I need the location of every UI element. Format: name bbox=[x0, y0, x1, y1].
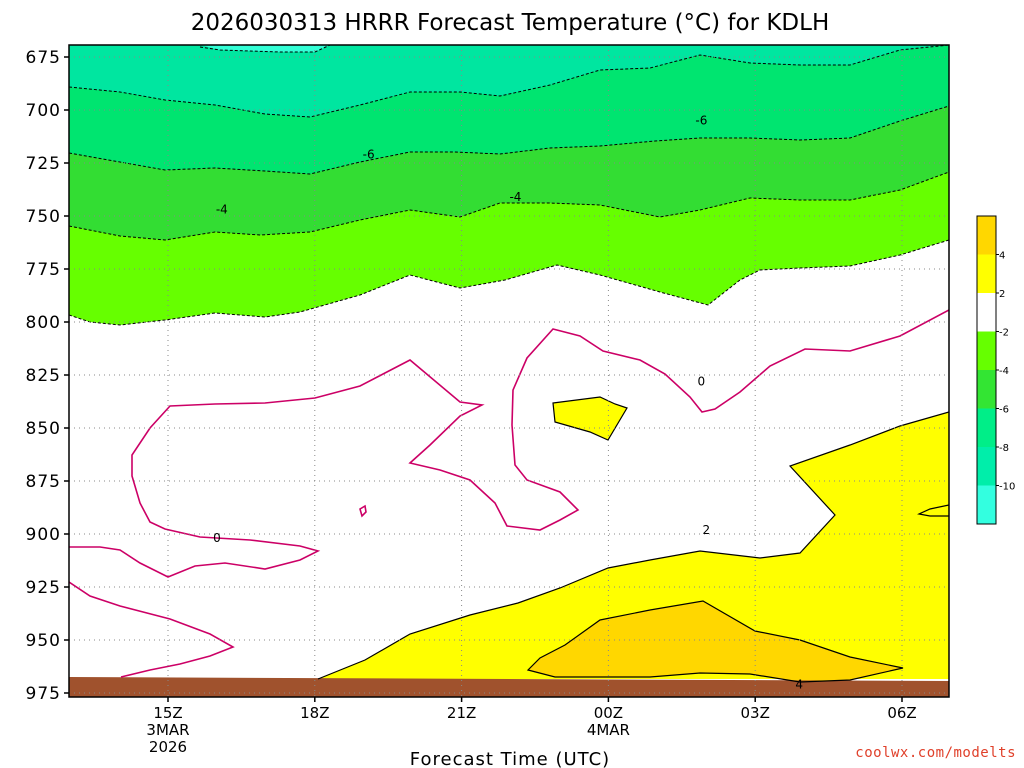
fill-plus4-region bbox=[528, 601, 903, 682]
fill-minus8-region bbox=[69, 45, 949, 117]
contour-label: -4 bbox=[509, 190, 521, 204]
x-tick-label: 03Z bbox=[741, 704, 770, 722]
colorbar-label: -8 bbox=[999, 443, 1009, 454]
y-tick-label: 800 bbox=[26, 313, 61, 333]
contour-label: 0 bbox=[213, 531, 221, 545]
y-tick-label: 875 bbox=[26, 472, 61, 492]
contour-label: -6 bbox=[695, 114, 707, 128]
contour-label: 2 bbox=[702, 523, 710, 537]
y-tick-label: 775 bbox=[26, 260, 61, 280]
x-tick-label: 3MAR bbox=[146, 721, 189, 739]
contour-label: -4 bbox=[216, 203, 228, 217]
chart-title: 2026030313 HRRR Forecast Temperature (°C… bbox=[191, 10, 830, 36]
dashed-contours bbox=[69, 45, 949, 326]
plot-frame bbox=[68, 44, 950, 698]
contour-label: 4 bbox=[795, 678, 803, 692]
colorbar-label: -6 bbox=[999, 405, 1009, 416]
colorbar-label: -4 bbox=[999, 366, 1009, 377]
colorbar-segment bbox=[977, 331, 996, 370]
y-tick-label: 700 bbox=[26, 101, 61, 121]
colorbar-segment bbox=[977, 485, 996, 524]
y-tick-label: 725 bbox=[26, 154, 61, 174]
contour-plus2-blob bbox=[552, 396, 628, 441]
contour-zero-a bbox=[69, 309, 949, 578]
contour-minus6 bbox=[69, 105, 949, 175]
credit-text[interactable]: coolwx.com/modelts bbox=[855, 745, 1016, 761]
contour-zero-b bbox=[69, 581, 235, 678]
contour-zero-c bbox=[359, 504, 367, 518]
contour-plus2 bbox=[317, 411, 949, 680]
fill-plus2-edge bbox=[919, 505, 949, 516]
y-tick-label: 675 bbox=[26, 48, 61, 68]
y-tick-label: 925 bbox=[26, 578, 61, 598]
contour-label: -6 bbox=[363, 148, 375, 162]
y-tick-label: 850 bbox=[26, 419, 61, 439]
colorbar-segment bbox=[977, 447, 996, 486]
x-tick-label: 15Z bbox=[153, 704, 182, 722]
colorbar-segment bbox=[977, 254, 996, 293]
contour-fills bbox=[69, 45, 949, 697]
y-tick-label: 900 bbox=[26, 525, 61, 545]
colorbar-label: -10 bbox=[999, 482, 1015, 493]
y-tick-label: 975 bbox=[26, 684, 61, 704]
colorbar-segment bbox=[977, 370, 996, 409]
fill-plus2-region bbox=[318, 412, 949, 679]
contour-minus4 bbox=[69, 171, 949, 241]
x-tick-label: 18Z bbox=[300, 704, 329, 722]
colorbar: 4 2 -2 -4 -6 -8 -10 bbox=[976, 215, 1015, 525]
colorbar-label: 4 bbox=[999, 251, 1005, 262]
contour-plus4 bbox=[526, 600, 904, 683]
contour-labels: -6 -6 -4 -4 0 0 2 4 bbox=[213, 114, 803, 692]
contour-minus8 bbox=[69, 45, 949, 118]
colorbar-label: -2 bbox=[999, 328, 1009, 339]
colorbar-segment bbox=[977, 293, 996, 332]
y-tick-label: 950 bbox=[26, 631, 61, 651]
fill-plus2-blob bbox=[553, 397, 627, 440]
contour-minus2 bbox=[69, 239, 949, 326]
x-axis-label: Forecast Time (UTC) bbox=[410, 749, 610, 768]
y-tick-label: 825 bbox=[26, 366, 61, 386]
solid-contours bbox=[317, 396, 949, 683]
grid-lines bbox=[69, 45, 949, 697]
x-tick-label: 06Z bbox=[887, 704, 916, 722]
colorbar-label: 2 bbox=[999, 289, 1005, 300]
x-tick-label: 00Z bbox=[594, 704, 623, 722]
contour-minus10 bbox=[199, 45, 331, 53]
zero-contours bbox=[69, 309, 949, 678]
x-tick-label: 2026 bbox=[149, 738, 187, 756]
contour-label: 0 bbox=[698, 374, 706, 388]
ground-terrain bbox=[69, 677, 949, 697]
colorbar-segment bbox=[977, 216, 996, 255]
contour-plus2-edge bbox=[917, 504, 949, 517]
y-tick-label: 750 bbox=[26, 207, 61, 227]
x-tick-label: 21Z bbox=[447, 704, 476, 722]
y-axis: 675 700 725 750 775 800 825 850 875 900 925 950 975 bbox=[26, 48, 69, 704]
colorbar-segment bbox=[977, 408, 996, 447]
x-tick-label: 4MAR bbox=[587, 721, 630, 739]
